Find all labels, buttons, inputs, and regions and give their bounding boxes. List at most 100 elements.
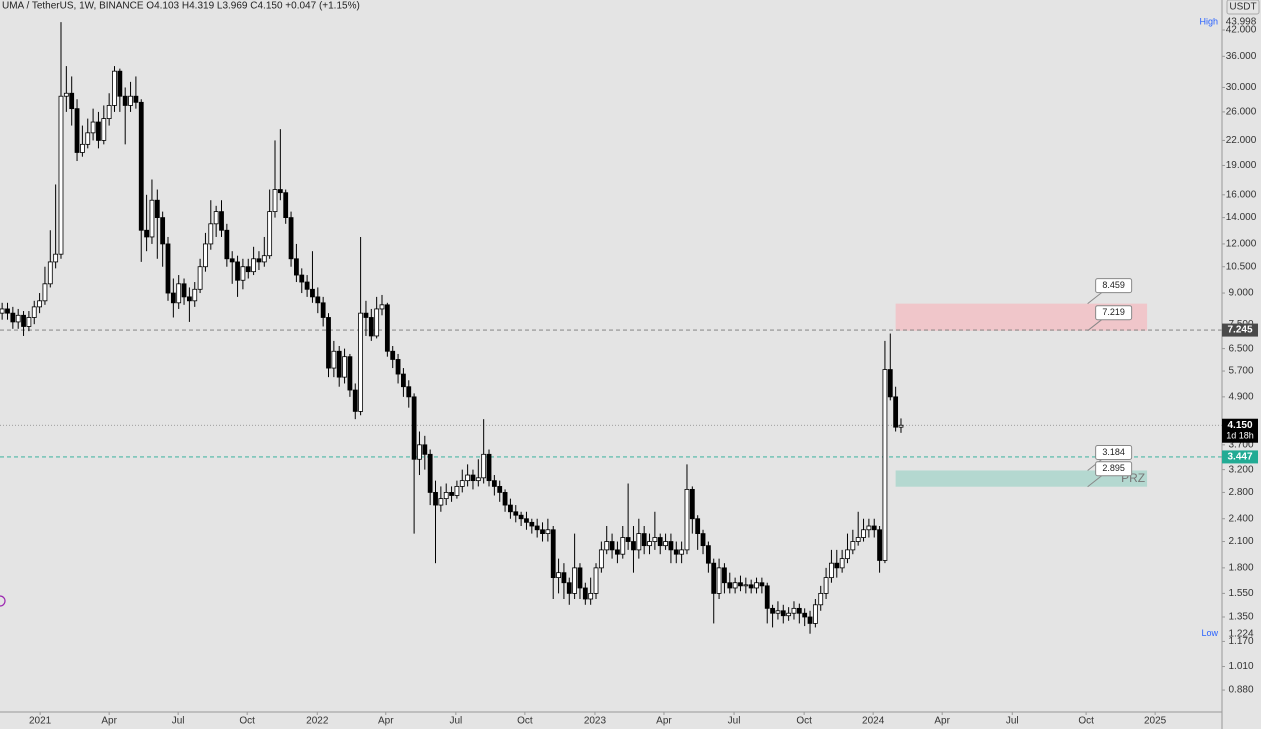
x-tick-label: 2023	[584, 716, 607, 727]
price-badge	[1222, 450, 1258, 464]
candle-body	[192, 288, 198, 302]
x-tick-label: Jul	[172, 716, 185, 727]
candle-body	[342, 356, 347, 378]
candle-body	[299, 274, 305, 283]
candle-body	[422, 444, 428, 455]
candle-body	[700, 533, 706, 547]
candle-body	[796, 607, 802, 614]
candle-body	[229, 258, 235, 263]
candle-body	[154, 199, 160, 219]
candle-body	[213, 211, 219, 225]
candle-body	[144, 229, 149, 238]
candle-body	[427, 453, 433, 493]
callout-box	[1095, 278, 1133, 294]
candle-body	[893, 396, 899, 428]
candle-body	[508, 504, 513, 513]
candle-body	[331, 350, 337, 369]
candle-body	[727, 582, 733, 589]
candle-body	[256, 258, 262, 263]
candle-body	[855, 537, 861, 542]
y-tick-label: 2.800	[1228, 487, 1253, 498]
candle-body	[513, 511, 519, 516]
candle-body	[15, 314, 21, 323]
candle-body	[96, 121, 101, 141]
currency-box	[1226, 0, 1260, 15]
candle-body	[657, 537, 663, 547]
callout-box	[1095, 461, 1133, 477]
candle-body	[620, 537, 626, 555]
y-tick-label: 1.350	[1228, 612, 1253, 623]
y-tick-label: 1.170	[1228, 636, 1253, 647]
price-lines	[0, 329, 1222, 458]
zone	[895, 470, 1148, 487]
candle-body	[433, 492, 438, 506]
candle-body	[181, 283, 187, 298]
callout-label: 8.459	[1102, 280, 1125, 290]
candle-body	[786, 612, 792, 617]
extreme-value: 1.224	[1228, 628, 1253, 639]
candle-body	[695, 518, 701, 534]
candle-body	[69, 92, 75, 110]
axes: 42.000 36.000 30.000 26.000 22.000 19.000 16.0…	[29, 16, 1258, 727]
candle-body	[673, 549, 679, 555]
candle-body	[417, 444, 422, 460]
candle-body	[566, 582, 572, 594]
candle-body	[465, 474, 471, 482]
candle-body	[251, 258, 257, 273]
candle-body	[577, 567, 583, 589]
candle-body	[524, 518, 529, 523]
y-tick-label: 30.000	[1226, 82, 1257, 93]
candle-body	[459, 480, 465, 487]
x-tick-label: Oct	[517, 716, 533, 727]
candle-body	[390, 350, 396, 360]
candle-body	[839, 558, 845, 569]
candle-body	[208, 223, 214, 245]
candle-body	[363, 312, 369, 318]
candle-body	[58, 95, 64, 255]
candle-body	[716, 567, 722, 594]
x-tick-label: Apr	[656, 716, 672, 727]
candle-body	[604, 541, 610, 551]
candle-body	[138, 101, 144, 231]
candle-body	[0, 308, 5, 314]
candle-body	[529, 521, 535, 527]
y-tick-label: 6.500	[1228, 343, 1253, 354]
candle-body	[74, 108, 80, 153]
x-tick-label: Oct	[1078, 716, 1094, 727]
candle-body	[240, 266, 246, 281]
x-tick-label: 2025	[1144, 716, 1167, 727]
candle-body	[705, 545, 711, 564]
candle-body	[411, 396, 417, 460]
candle-body	[866, 525, 872, 531]
candle-body	[615, 549, 620, 555]
callout-pointer	[1087, 475, 1102, 488]
callout-label: 7.219	[1102, 307, 1125, 317]
candle-body	[42, 283, 48, 302]
candle-body	[352, 389, 358, 412]
candle-body	[47, 261, 53, 285]
y-tick-label: 12.000	[1226, 239, 1257, 250]
candle-body	[10, 312, 16, 323]
candle-body	[738, 582, 743, 587]
candle-body	[90, 121, 96, 134]
callout-pointer	[1087, 292, 1102, 305]
candle-body	[304, 281, 310, 290]
candle-body	[898, 424, 904, 428]
candle-body	[861, 529, 866, 538]
callout-label: 3.184	[1102, 447, 1125, 457]
candle-body	[475, 477, 481, 482]
x-tick-label: Apr	[378, 716, 394, 727]
candle-body	[818, 592, 824, 606]
candle-body	[395, 359, 401, 375]
y-tick-label: 36.000	[1226, 51, 1257, 62]
candle-body	[443, 492, 449, 500]
candle-body	[26, 317, 32, 327]
extreme-name: High	[1199, 16, 1218, 26]
x-tick-label: Jul	[728, 716, 741, 727]
y-tick-label: 3.700	[1228, 439, 1253, 450]
x-tick-label: 2022	[306, 716, 329, 727]
candle-body	[625, 537, 631, 542]
price-badge	[1222, 418, 1258, 443]
